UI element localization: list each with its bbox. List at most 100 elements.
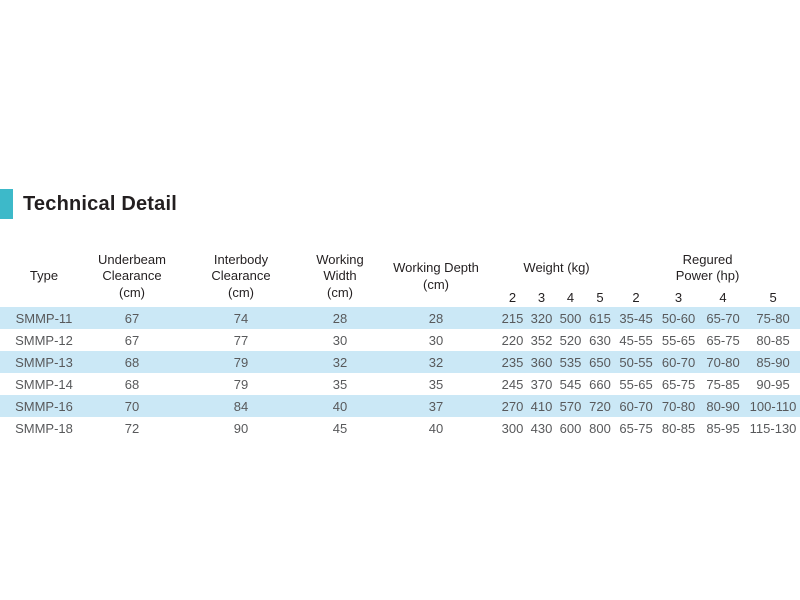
table-cell: 410 (530, 398, 553, 414)
subcol-weight-5: 5 (596, 290, 604, 306)
col-header-interbody-clearance: Interbody Clearance (cm) (211, 252, 271, 300)
table-cell: 72 (124, 420, 140, 436)
col-group-weight: Weight (kg) (523, 259, 590, 275)
table-cell: 235 (501, 354, 524, 370)
table-cell: 40 (332, 398, 348, 414)
row-type-cell: SMMP-12 (15, 332, 73, 348)
table-cell: 360 (530, 354, 553, 370)
table-cell: 85-90 (756, 354, 790, 370)
subcol-power-2: 2 (632, 290, 640, 306)
table-cell: 90-95 (756, 376, 790, 392)
col-group-regured-power: Regured Power (hp) (675, 251, 740, 283)
heading-accent-square (0, 189, 13, 219)
table-cell: 65-75 (661, 376, 696, 392)
table-cell: 45-55 (619, 332, 653, 348)
table-cell: 45 (332, 420, 348, 436)
table-cell: 30 (332, 332, 348, 348)
subcol-power-5: 5 (769, 290, 777, 306)
table-cell: 70 (124, 398, 140, 414)
table-row: SMMP-14 68 79 35 35 245 370 545 660 55-65 65-75 75-… (0, 373, 800, 395)
table-cell: 270 (501, 398, 524, 414)
table-row: SMMP-18 72 90 45 40 300 430 600 800 65-75 80-85 85-… (0, 417, 800, 439)
table-cell: 600 (559, 420, 582, 436)
sub-header-row: 2 3 4 5 2 3 4 5 (0, 290, 800, 307)
subcol-power-3: 3 (674, 290, 683, 306)
row-type-cell: SMMP-11 (15, 310, 73, 326)
table-cell: 40 (428, 420, 444, 436)
table-cell: 67 (124, 310, 140, 326)
row-type-cell: SMMP-16 (15, 398, 73, 414)
table-cell: 55-65 (661, 332, 696, 348)
table-cell: 77 (233, 332, 249, 348)
table-cell: 30 (428, 332, 444, 348)
table-cell: 65-75 (619, 420, 653, 436)
table-cell: 84 (233, 398, 249, 414)
page-title: Technical Detail (23, 192, 177, 215)
table-cell: 68 (124, 354, 140, 370)
table-cell: 245 (501, 376, 524, 392)
subcol-weight-3: 3 (537, 290, 546, 306)
table-cell: 55-65 (619, 376, 653, 392)
table-cell: 215 (501, 310, 524, 326)
table-cell: 32 (428, 354, 444, 370)
table-cell: 35 (332, 376, 348, 392)
table-cell: 75-85 (706, 376, 740, 392)
table-cell: 545 (559, 376, 582, 392)
col-header-type: Type (29, 268, 59, 284)
table-cell: 90 (233, 420, 249, 436)
col-header-underbeam-clearance: Underbeam Clearance (cm) (98, 252, 166, 300)
table-row: SMMP-12 67 77 30 30 220 352 520 630 45-55 55-65 65-… (0, 329, 800, 351)
table-body: SMMP-11 67 74 28 28 215 320 500 615 35-45 50-60 65-… (0, 307, 800, 439)
subcol-power-4: 4 (719, 290, 727, 306)
table-cell: 35 (428, 376, 444, 392)
table-cell: 660 (589, 376, 611, 392)
table-cell: 650 (589, 354, 611, 370)
col-header-working-width: Working Width (cm) (316, 252, 364, 300)
table-cell: 800 (589, 420, 611, 436)
row-type-cell: SMMP-18 (15, 420, 73, 436)
table-cell: 352 (530, 332, 553, 348)
table-cell: 80-90 (706, 398, 740, 414)
table-cell: 28 (332, 310, 348, 326)
table-cell: 570 (559, 398, 582, 414)
row-type-cell: SMMP-14 (15, 376, 73, 392)
table-cell: 615 (589, 310, 611, 326)
subcol-weight-2: 2 (508, 290, 517, 306)
table-cell: 60-70 (661, 354, 696, 370)
table-cell: 65-75 (706, 332, 740, 348)
table-cell: 74 (233, 310, 249, 326)
table-cell: 220 (501, 332, 524, 348)
table-cell: 80-85 (661, 420, 696, 436)
table-cell: 720 (589, 398, 611, 414)
table-cell: 115-130 (749, 420, 797, 436)
table-cell: 85-95 (706, 420, 740, 436)
table-cell: 80-85 (756, 332, 790, 348)
table-cell: 300 (501, 420, 524, 436)
table-cell: 535 (559, 354, 582, 370)
table-cell: 430 (530, 420, 553, 436)
table-cell: 370 (530, 376, 553, 392)
table-cell: 79 (233, 376, 249, 392)
main-header-row: Type Underbeam Clearance (cm) Interbody … (0, 246, 800, 300)
table-cell: 50-60 (661, 310, 696, 326)
table-cell: 68 (124, 376, 140, 392)
section-heading: Technical Detail (0, 189, 177, 219)
table-cell: 500 (559, 310, 582, 326)
table-cell: 60-70 (619, 398, 653, 414)
table-cell: 37 (428, 398, 444, 414)
table-row: SMMP-16 70 84 40 37 270 410 570 720 60-70 70-80 80-… (0, 395, 800, 417)
table-cell: 75-80 (756, 310, 790, 326)
table-cell: 100-110 (749, 398, 797, 414)
table-row: SMMP-13 68 79 32 32 235 360 535 650 50-55 60-70 70-… (0, 351, 800, 373)
table-cell: 70-80 (706, 354, 740, 370)
table-header: Type Underbeam Clearance (cm) Interbody … (0, 246, 800, 307)
row-type-cell: SMMP-13 (15, 354, 73, 370)
table-row: SMMP-11 67 74 28 28 215 320 500 615 35-45 50-60 65-… (0, 307, 800, 329)
table-cell: 70-80 (661, 398, 696, 414)
table-cell: 520 (559, 332, 582, 348)
table-cell: 32 (332, 354, 348, 370)
table-cell: 67 (124, 332, 140, 348)
table-cell: 35-45 (619, 310, 653, 326)
table-cell: 79 (233, 354, 249, 370)
